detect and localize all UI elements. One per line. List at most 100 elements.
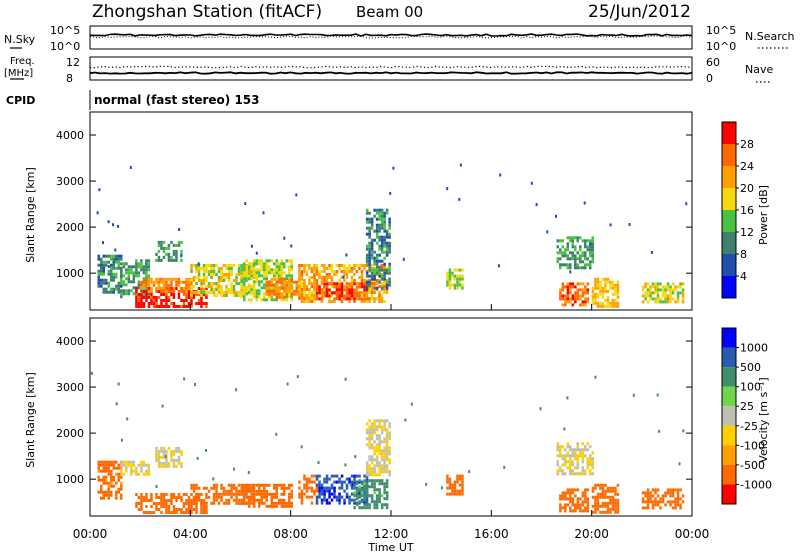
data-cell xyxy=(599,292,602,296)
data-cell xyxy=(315,273,319,276)
data-cell xyxy=(125,277,128,281)
data-cell xyxy=(333,285,336,289)
data-cell xyxy=(656,488,660,492)
data-cell xyxy=(258,483,261,487)
data-cell xyxy=(265,265,268,269)
data-cell xyxy=(112,272,115,276)
data-cell xyxy=(373,291,376,294)
data-cell xyxy=(338,501,341,505)
data-cell xyxy=(681,282,685,286)
data-cell xyxy=(170,449,173,453)
data-cell xyxy=(375,271,379,275)
data-cell xyxy=(365,271,369,275)
data-cell xyxy=(446,280,449,284)
data-cell xyxy=(659,506,662,510)
data-cell xyxy=(315,495,319,499)
time-xlabel: Time UT xyxy=(367,541,413,554)
data-cell xyxy=(253,498,256,502)
data-cell xyxy=(353,267,356,270)
data-cell xyxy=(373,277,376,281)
data-cell xyxy=(288,286,291,290)
data-cell xyxy=(574,457,577,461)
data-cell xyxy=(656,300,660,304)
data-cell xyxy=(388,422,391,426)
data-cell xyxy=(676,503,680,507)
data-cell xyxy=(546,230,549,234)
data-cell xyxy=(190,299,193,302)
data-cell xyxy=(290,262,293,266)
data-cell xyxy=(606,277,610,281)
data-cell xyxy=(245,265,248,269)
data-cell xyxy=(137,262,141,266)
data-cell xyxy=(97,272,100,276)
data-cell xyxy=(313,273,316,276)
data-cell xyxy=(576,460,579,464)
data-cell xyxy=(318,495,321,499)
data-cell xyxy=(609,223,612,227)
data-cell xyxy=(599,492,602,496)
data-cell xyxy=(227,489,231,493)
data-cell xyxy=(100,269,103,273)
data-cell xyxy=(222,489,226,493)
data-cell xyxy=(385,503,389,507)
data-cell xyxy=(579,254,582,258)
data-cell xyxy=(288,259,291,263)
data-cell xyxy=(365,270,369,273)
data-cell xyxy=(581,254,584,258)
data-cell xyxy=(559,454,562,458)
data-cell xyxy=(105,466,108,470)
data-cell xyxy=(112,260,115,264)
data-cell xyxy=(373,297,376,300)
data-cell xyxy=(576,257,579,261)
data-cell xyxy=(363,479,366,483)
data-cell xyxy=(370,294,374,297)
data-cell xyxy=(335,273,339,276)
data-cell xyxy=(172,258,176,262)
data-cell xyxy=(258,295,261,299)
data-cell xyxy=(318,273,321,276)
data-cell xyxy=(566,257,569,261)
data-cell xyxy=(180,240,183,244)
data-cell xyxy=(383,485,386,489)
data-cell xyxy=(646,506,650,510)
data-cell xyxy=(644,291,647,295)
data-cell xyxy=(303,297,306,300)
data-cell xyxy=(388,449,391,453)
data-cell xyxy=(308,477,311,481)
nave-label: Nave xyxy=(745,63,773,76)
data-cell xyxy=(365,300,369,303)
data-cell xyxy=(160,243,163,247)
data-cell xyxy=(564,497,567,501)
data-cell xyxy=(313,279,316,282)
data-cell xyxy=(353,474,356,478)
data-cell xyxy=(646,291,650,295)
data-cell xyxy=(207,291,211,294)
data-cell xyxy=(147,302,151,305)
data-cell xyxy=(385,431,389,435)
data-cell xyxy=(448,271,452,275)
data-cell xyxy=(576,442,579,446)
data-cell xyxy=(360,486,364,490)
data-cell xyxy=(155,458,158,462)
data-cell xyxy=(310,300,314,303)
data-cell xyxy=(370,250,374,254)
data-cell xyxy=(318,483,321,487)
data-cell xyxy=(183,377,186,381)
data-cell xyxy=(561,454,564,458)
colorbar-segment xyxy=(722,464,736,485)
data-cell xyxy=(177,240,181,244)
data-cell xyxy=(358,282,361,286)
data-cell xyxy=(571,236,574,240)
data-cell xyxy=(375,449,379,453)
data-cell xyxy=(273,274,276,278)
data-cell xyxy=(268,286,271,290)
data-cell xyxy=(571,285,575,289)
data-cell xyxy=(576,294,580,298)
data-cell xyxy=(373,238,376,242)
data-cell xyxy=(145,293,148,296)
data-cell xyxy=(165,505,168,508)
data-cell xyxy=(574,472,577,476)
data-cell xyxy=(217,282,221,285)
data-cell xyxy=(594,286,597,290)
data-cell xyxy=(365,262,369,266)
